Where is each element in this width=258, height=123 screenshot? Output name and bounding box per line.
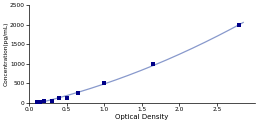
- Point: [42, 100, 46, 101]
- Point: [237, 24, 241, 26]
- Point: [102, 83, 106, 85]
- Point: [64, 97, 69, 99]
- Point: [76, 92, 80, 94]
- X-axis label: Optical Density: Optical Density: [115, 114, 168, 120]
- Point: [35, 101, 39, 103]
- Y-axis label: Concentration(pg/mL): Concentration(pg/mL): [3, 22, 9, 86]
- Point: [50, 100, 54, 101]
- Point: [38, 101, 42, 103]
- Point: [151, 63, 155, 65]
- Point: [57, 97, 61, 99]
